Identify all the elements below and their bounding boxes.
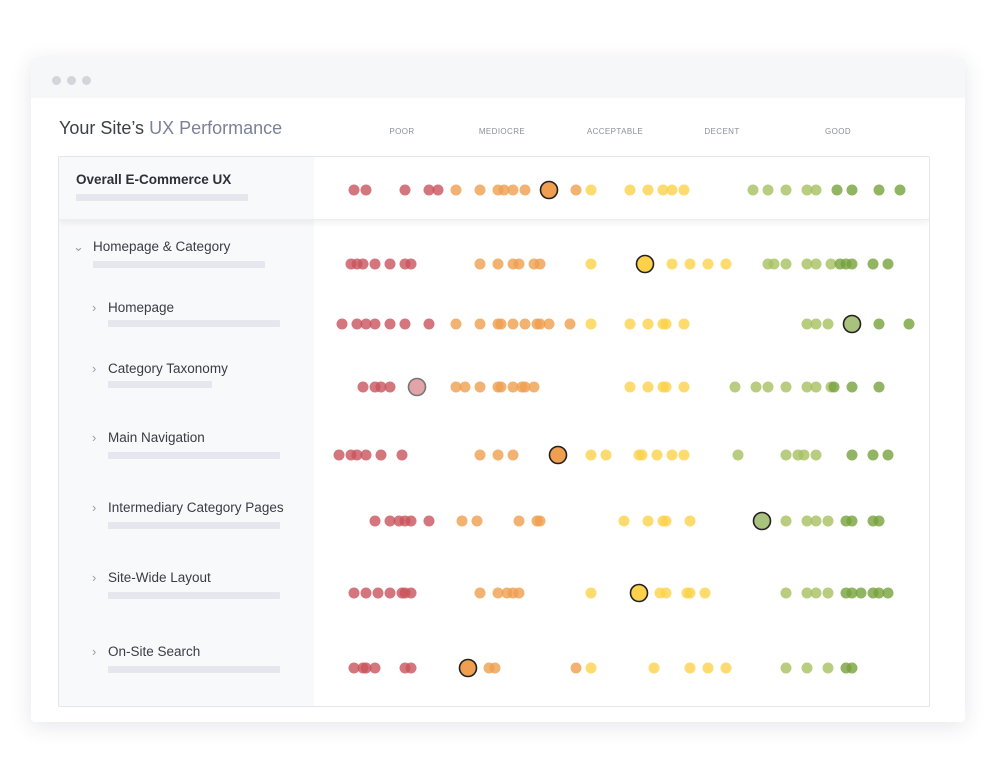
rating-label-acceptable: ACCEPTABLE bbox=[586, 127, 644, 136]
page-title: Your Site’s UX Performance bbox=[59, 118, 282, 139]
row-label-bar bbox=[76, 194, 248, 201]
chevron-right-icon[interactable]: › bbox=[92, 430, 97, 445]
row-label: Overall E-Commerce UX bbox=[76, 172, 232, 187]
browser-window: Your Site’s UX Performance POOR MEDIOCRE… bbox=[31, 58, 965, 722]
row-label-bar bbox=[108, 320, 280, 327]
row-label: Site-Wide Layout bbox=[108, 570, 211, 585]
row-label-bar bbox=[108, 592, 280, 599]
rating-label-poor: POOR bbox=[389, 127, 415, 136]
row-label: Homepage bbox=[108, 300, 175, 315]
rating-label-decent: DECENT bbox=[704, 127, 740, 136]
title-text: Your Site’s bbox=[59, 118, 145, 138]
label-column bbox=[59, 157, 314, 706]
row-label-bar bbox=[108, 452, 280, 459]
chevron-right-icon[interactable]: › bbox=[92, 500, 97, 515]
chevron-right-icon[interactable]: › bbox=[92, 300, 97, 315]
row-label: Intermediary Category Pages bbox=[108, 500, 284, 515]
window-titlebar bbox=[31, 58, 965, 98]
row-label-bar bbox=[108, 381, 212, 388]
window-dot-icon bbox=[82, 76, 91, 85]
rating-label-good: GOOD bbox=[824, 127, 852, 136]
title-highlight: UX Performance bbox=[149, 118, 283, 138]
ux-table: Overall E-Commerce UX ⌄ Homepage & Categ… bbox=[58, 156, 930, 707]
row-label-bar bbox=[108, 522, 280, 529]
window-dot-icon bbox=[67, 76, 76, 85]
chevron-right-icon[interactable]: › bbox=[92, 570, 97, 585]
row-overall: Overall E-Commerce UX bbox=[59, 157, 929, 220]
chevron-right-icon[interactable]: › bbox=[92, 644, 97, 659]
rating-label-mediocre: MEDIOCRE bbox=[478, 127, 526, 136]
row-label-bar bbox=[93, 261, 265, 268]
chevron-right-icon[interactable]: › bbox=[92, 361, 97, 376]
row-label: On-Site Search bbox=[108, 644, 201, 659]
row-label: Category Taxonomy bbox=[108, 361, 228, 376]
row-label-bar bbox=[108, 666, 280, 673]
chevron-down-icon[interactable]: ⌄ bbox=[73, 239, 84, 254]
window-dot-icon bbox=[52, 76, 61, 85]
row-label: Main Navigation bbox=[108, 430, 205, 445]
row-label: Homepage & Category bbox=[93, 239, 231, 254]
